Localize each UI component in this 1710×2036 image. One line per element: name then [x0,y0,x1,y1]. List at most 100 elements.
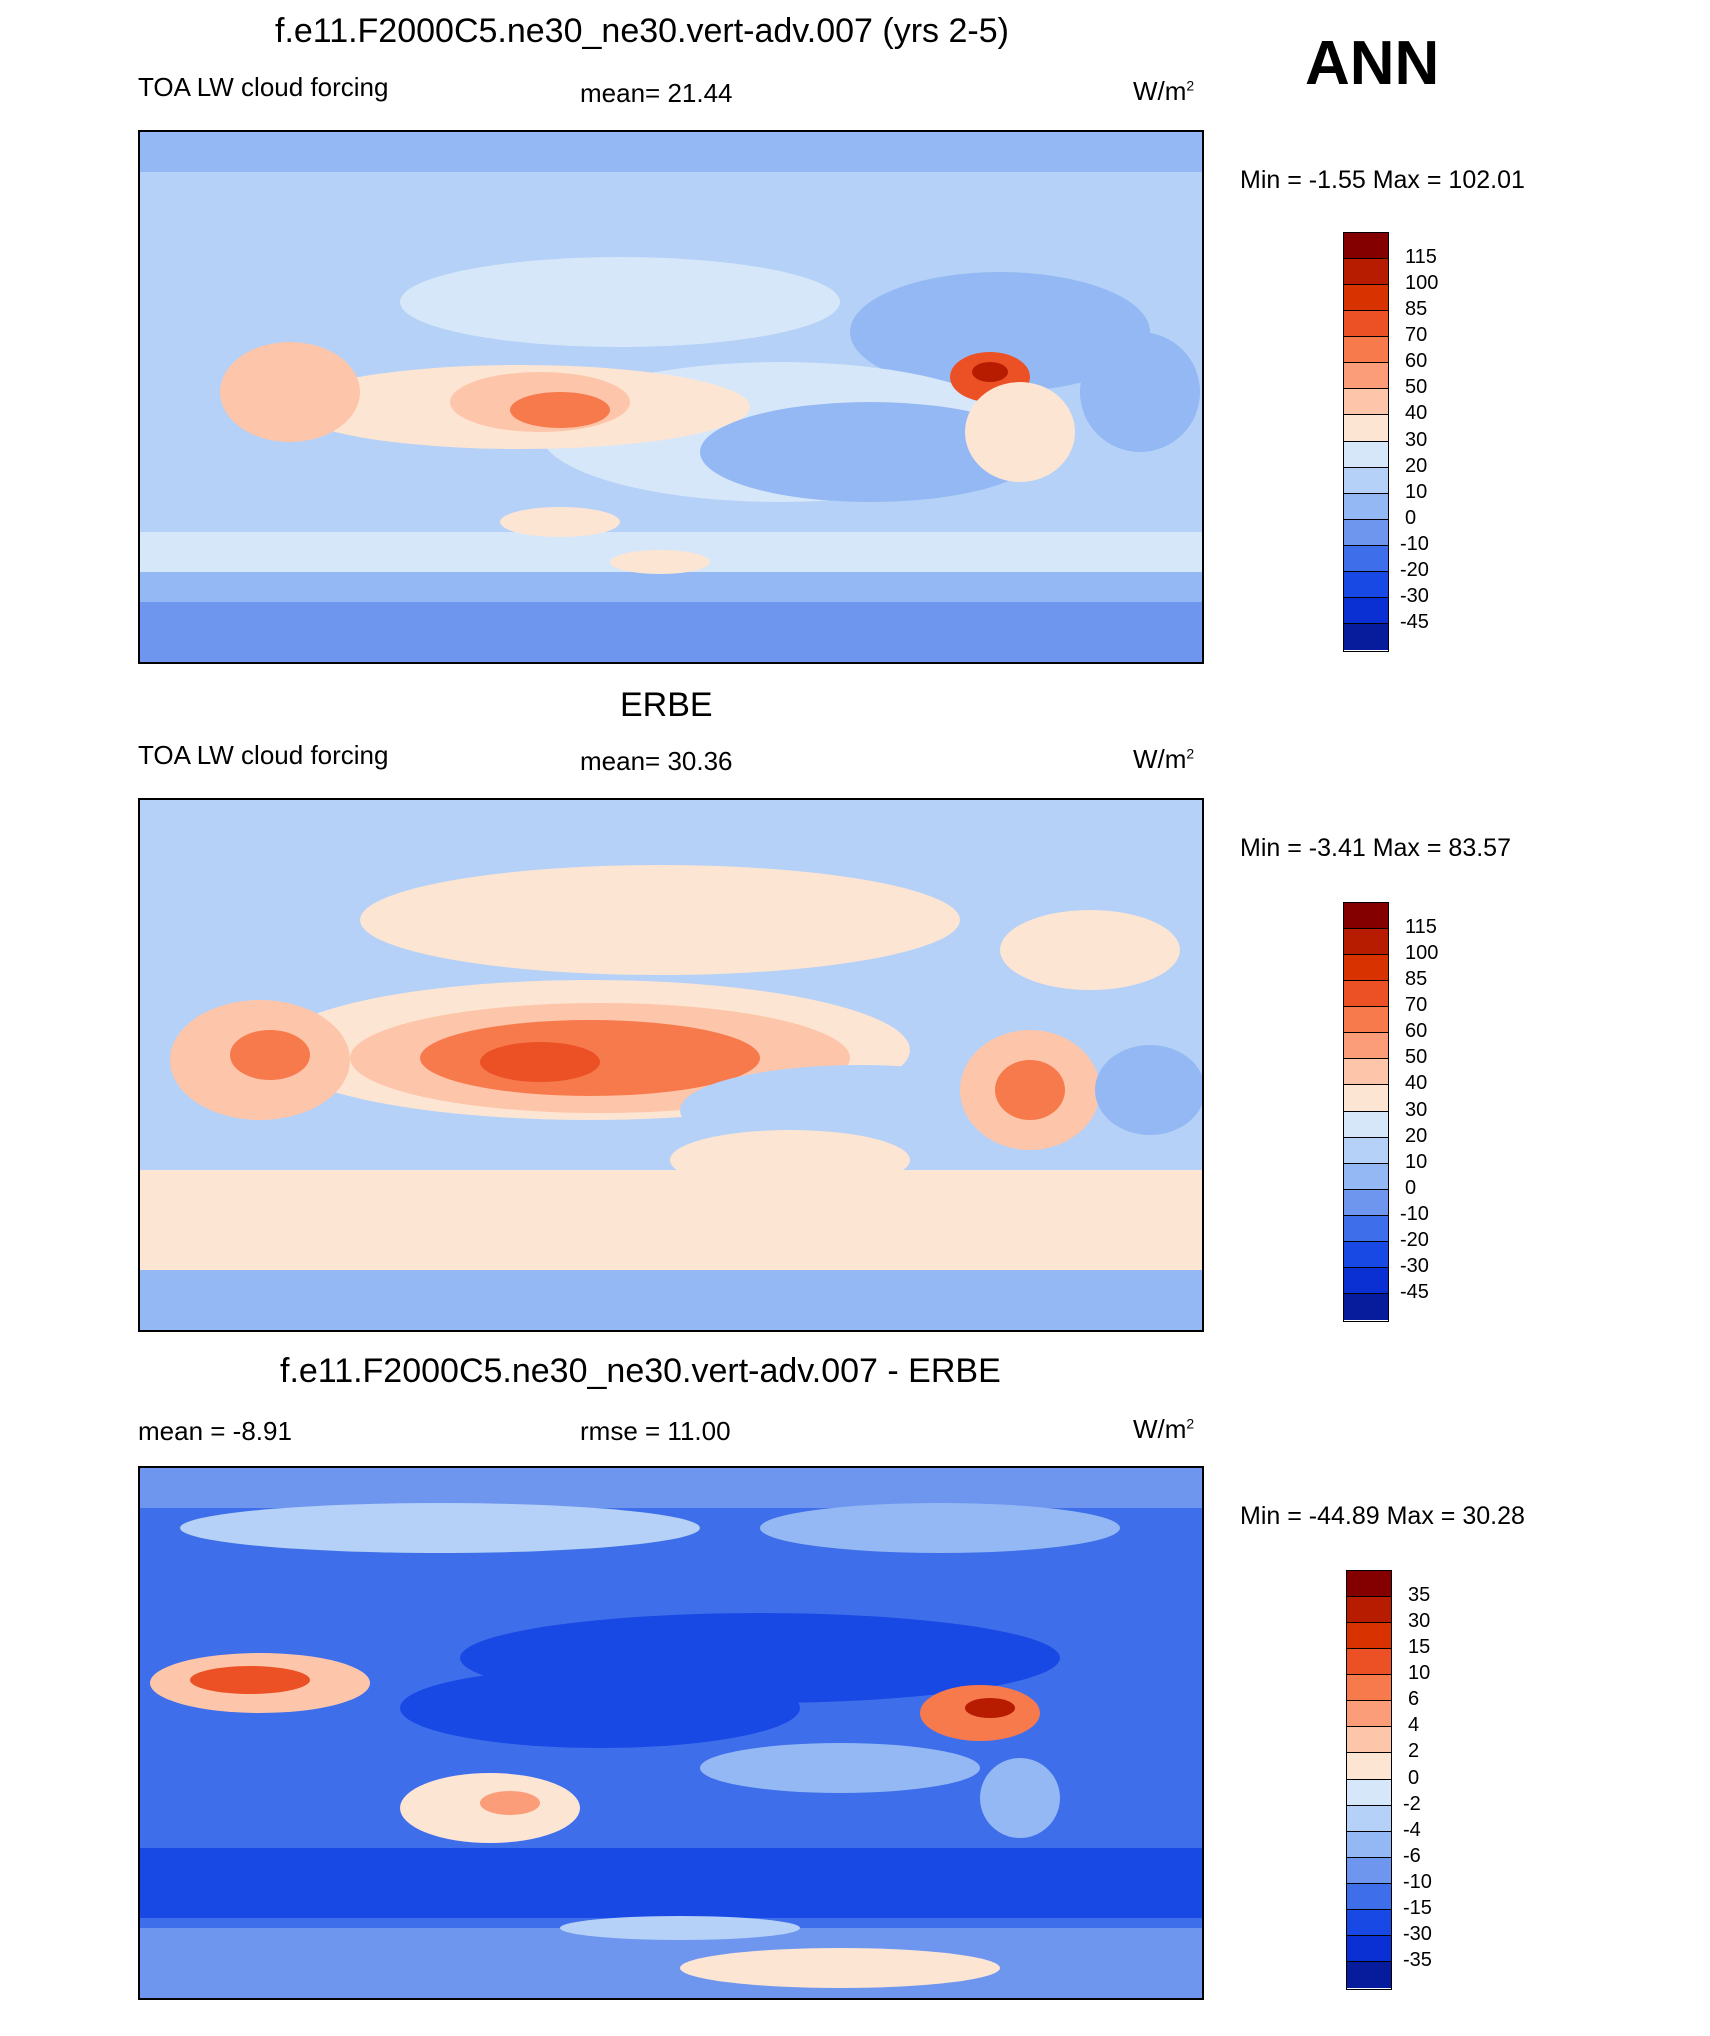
colorbar-segment [1344,929,1388,956]
colorbar-segment [1344,1059,1388,1086]
colorbar-segment [1347,1727,1391,1754]
colorbar-tick-label: 30 [1405,1098,1428,1121]
colorbar-segment [1347,1649,1391,1676]
season-label: ANN [1305,29,1440,98]
colorbar-tick-label: -15 [1403,1896,1432,1919]
colorbar-segment [1344,467,1388,494]
colorbar-tick-label: -45 [1400,610,1429,633]
colorbar-tick-label: 85 [1405,968,1428,991]
colorbar-segment [1344,337,1388,364]
panel-3-contour-field [140,1468,1202,1998]
colorbar-tick-label: 10 [1405,1150,1428,1173]
panel-1-map [138,130,1204,664]
colorbar-segment [1344,1267,1388,1294]
colorbar-tick-label: 115 [1405,916,1437,939]
colorbar-segment [1347,1623,1391,1650]
colorbar-segment [1344,441,1388,468]
colorbar-tick-label: 100 [1405,942,1439,965]
colorbar-tick-label: -45 [1400,1280,1429,1303]
colorbar-segment [1344,903,1388,930]
colorbar-tick-label: 50 [1405,376,1428,399]
colorbar-segment [1344,311,1388,338]
panel-3-colorbar-labels: 35 30 15 10 6 4 2 0 -2 -4 -6 -10 -15 -30 -35 [1403,1570,1488,1988]
colorbar-segment [1344,1137,1388,1164]
colorbar-tick-label: 35 [1408,1584,1431,1607]
colorbar-tick-label: 40 [1405,1072,1428,1095]
panel-2-title: ERBE [620,686,713,724]
panel-1-mean-label: mean= 21.44 [580,78,733,108]
colorbar-tick-label: -10 [1403,1870,1432,1893]
colorbar-tick-label: 115 [1405,246,1437,269]
panel-3-rmse-label: rmse = 11.00 [580,1416,731,1446]
colorbar-segment [1347,1701,1391,1728]
colorbar-tick-label: 2 [1408,1740,1420,1763]
colorbar-segment [1344,1163,1388,1190]
colorbar-segment [1347,1805,1391,1832]
colorbar-tick-label: -30 [1400,1254,1429,1277]
colorbar-tick-label: 0 [1405,1176,1417,1199]
colorbar-segment [1344,493,1388,520]
panel-1-units: W/m2 [1133,76,1195,106]
colorbar-tick-label: -6 [1403,1844,1421,1867]
colorbar-segment [1347,1675,1391,1702]
colorbar-tick-label: 30 [1405,428,1428,451]
panel-3-colorbar [1346,1570,1392,1990]
colorbar-segment [1344,1033,1388,1060]
colorbar-segment [1347,1857,1391,1884]
colorbar-tick-label: -35 [1403,1948,1432,1971]
colorbar-segment [1344,1215,1388,1242]
colorbar-tick-label: 0 [1405,506,1417,529]
colorbar-tick-label: 20 [1405,454,1428,477]
panel-2-variable-label: TOA LW cloud forcing [138,740,389,770]
colorbar-segment [1344,519,1388,546]
panel-2-colorbar-labels: 115 100 85 70 60 50 40 30 20 10 0 -10 -20 -30 -45 [1400,902,1485,1320]
colorbar-tick-label: 4 [1408,1714,1420,1737]
colorbar-segment [1344,1293,1388,1320]
panel-2-colorbar [1343,902,1389,1322]
colorbar-segment [1347,1597,1391,1624]
colorbar-tick-label: 85 [1405,298,1428,321]
colorbar-segment [1344,955,1388,982]
panel-1-colorbar [1343,232,1389,652]
colorbar-tick-label: 15 [1408,1636,1431,1659]
panel-3-mean-label: mean = -8.91 [138,1416,292,1446]
colorbar-segment [1347,1753,1391,1780]
colorbar-segment [1344,415,1388,442]
colorbar-segment [1344,623,1388,650]
panel-2-units: W/m2 [1133,744,1195,774]
colorbar-segment [1344,285,1388,312]
colorbar-segment [1347,1883,1391,1910]
colorbar-segment [1344,233,1388,260]
panel-1-colorbar-labels: 115 100 85 70 60 50 40 30 20 10 0 -10 -20 -30 -45 [1400,232,1485,650]
colorbar-segment [1347,1831,1391,1858]
colorbar-segment [1344,363,1388,390]
panel-1-contour-field [140,132,1202,662]
panel-3-min-max: Min = -44.89 Max = 30.28 [1240,1502,1525,1530]
colorbar-tick-label: -20 [1400,1228,1429,1251]
colorbar-tick-label: -30 [1400,584,1429,607]
panel-2-contour-field [140,800,1202,1330]
colorbar-tick-label: -30 [1403,1922,1432,1945]
colorbar-segment [1344,389,1388,416]
colorbar-tick-label: 20 [1405,1124,1428,1147]
colorbar-tick-label: 70 [1405,994,1428,1017]
colorbar-tick-label: 6 [1408,1688,1420,1711]
colorbar-segment [1347,1909,1391,1936]
panel-3-map [138,1466,1204,2000]
colorbar-tick-label: 10 [1405,480,1428,503]
colorbar-tick-label: 40 [1405,402,1428,425]
colorbar-segment [1344,1241,1388,1268]
colorbar-tick-label: 30 [1408,1610,1431,1633]
colorbar-segment [1344,259,1388,286]
colorbar-segment [1344,1007,1388,1034]
colorbar-tick-label: 10 [1408,1662,1431,1685]
colorbar-tick-label: 60 [1405,350,1428,373]
panel-1-min-max: Min = -1.55 Max = 102.01 [1240,166,1525,194]
colorbar-tick-label: -2 [1403,1792,1421,1815]
colorbar-segment [1344,1085,1388,1112]
colorbar-segment [1347,1779,1391,1806]
colorbar-tick-label: 50 [1405,1046,1428,1069]
colorbar-segment [1344,981,1388,1008]
colorbar-segment [1347,1571,1391,1598]
colorbar-segment [1347,1961,1391,1988]
